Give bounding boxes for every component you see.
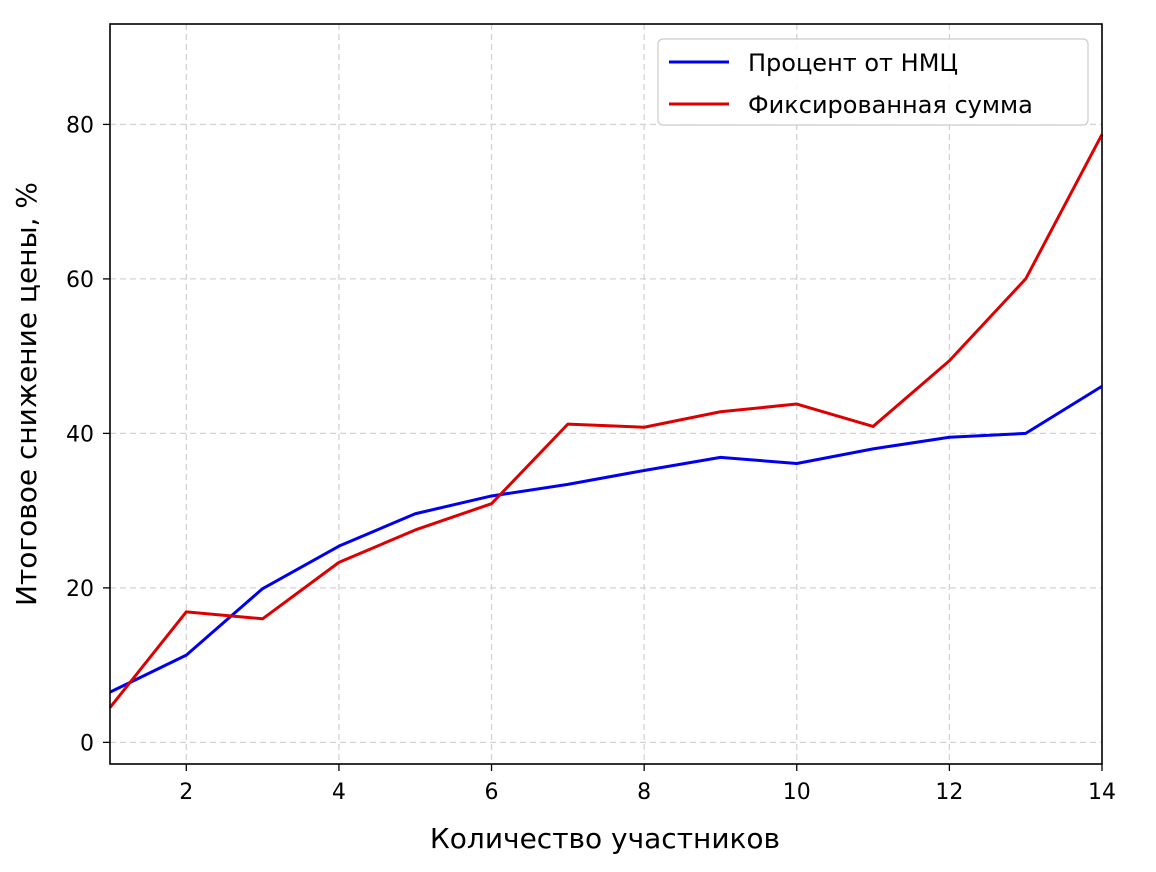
y-tick-label: 80 (66, 113, 94, 138)
legend-label-series-2: Фиксированная сумма (748, 91, 1033, 119)
legend-label-series-1: Процент от НМЦ (748, 49, 958, 77)
y-tick-label: 0 (80, 731, 94, 756)
y-tick-label: 40 (66, 422, 94, 447)
x-tick-label: 8 (637, 780, 651, 805)
y-axis-title: Итоговое снижение цены, % (10, 182, 43, 606)
y-tick-label: 20 (66, 577, 94, 602)
x-axis-title: Количество участников (430, 822, 780, 855)
x-tick-label: 10 (783, 780, 811, 805)
y-tick-label: 60 (66, 268, 94, 293)
x-tick-label: 4 (332, 780, 346, 805)
legend: Процент от НМЦ Фиксированная сумма (658, 39, 1088, 125)
x-tick-label: 12 (935, 780, 963, 805)
x-tick-label: 14 (1088, 780, 1116, 805)
x-tick-label: 6 (485, 780, 499, 805)
x-tick-label: 2 (179, 780, 193, 805)
